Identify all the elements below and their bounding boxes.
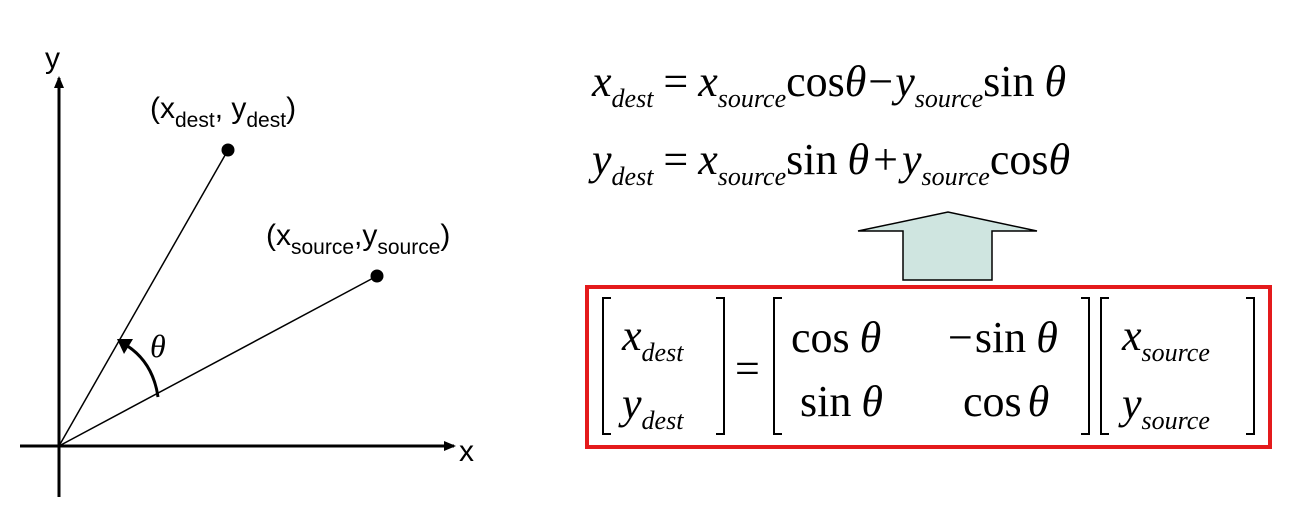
rot-a11: cos θ <box>791 313 881 362</box>
x-axis-label: x <box>459 435 474 468</box>
equation-x-dest: xdest = xsourcecosθ−ysourcesin θ <box>591 57 1066 113</box>
lhs-right-bracket <box>716 297 725 435</box>
derivation-arrow <box>857 211 1038 281</box>
y-axis-label: y <box>45 42 60 75</box>
rhs-x-source: xsource <box>1121 311 1210 367</box>
rhs-right-bracket <box>1246 297 1255 435</box>
source-point-label: (xsource,ysource) <box>266 219 450 259</box>
angle-arc <box>125 343 160 398</box>
source-point <box>370 269 384 283</box>
lhs-x-dest: xdest <box>621 311 684 367</box>
rhs-left-bracket <box>1100 297 1109 435</box>
rot-a21: sin θ <box>800 377 883 426</box>
source-ray <box>58 275 378 447</box>
rot-a12: −sin θ <box>948 313 1058 362</box>
matrix-box <box>585 285 1272 449</box>
angle-theta-label: θ <box>150 328 166 364</box>
rhs-y-source: ysource <box>1118 379 1210 435</box>
rot-a22: cos θ <box>963 377 1049 426</box>
rot-right-bracket <box>1081 297 1090 435</box>
equation-block: xdest = xsourcecosθ−ysourcesin θ ydest = xsou… <box>588 57 1070 191</box>
dest-ray <box>58 149 229 447</box>
rot-left-bracket <box>773 297 782 435</box>
matrix-equals: = <box>735 344 760 393</box>
dest-point <box>221 143 235 157</box>
lhs-left-bracket <box>602 297 611 435</box>
equation-y-dest: ydest = xsourcesin θ+ysourcecosθ <box>588 135 1070 191</box>
matrix-equation: xdest ydest = cos θ −sin θ sin θ cos θ xsour… <box>602 297 1255 435</box>
angle-arc-arrowhead <box>117 339 133 354</box>
coordinate-diagram: y x θ (xdest, ydest) (xsource,ysource) <box>20 42 474 497</box>
lhs-y-dest: ydest <box>618 379 684 435</box>
dest-point-label: (xdest, ydest) <box>150 92 296 132</box>
